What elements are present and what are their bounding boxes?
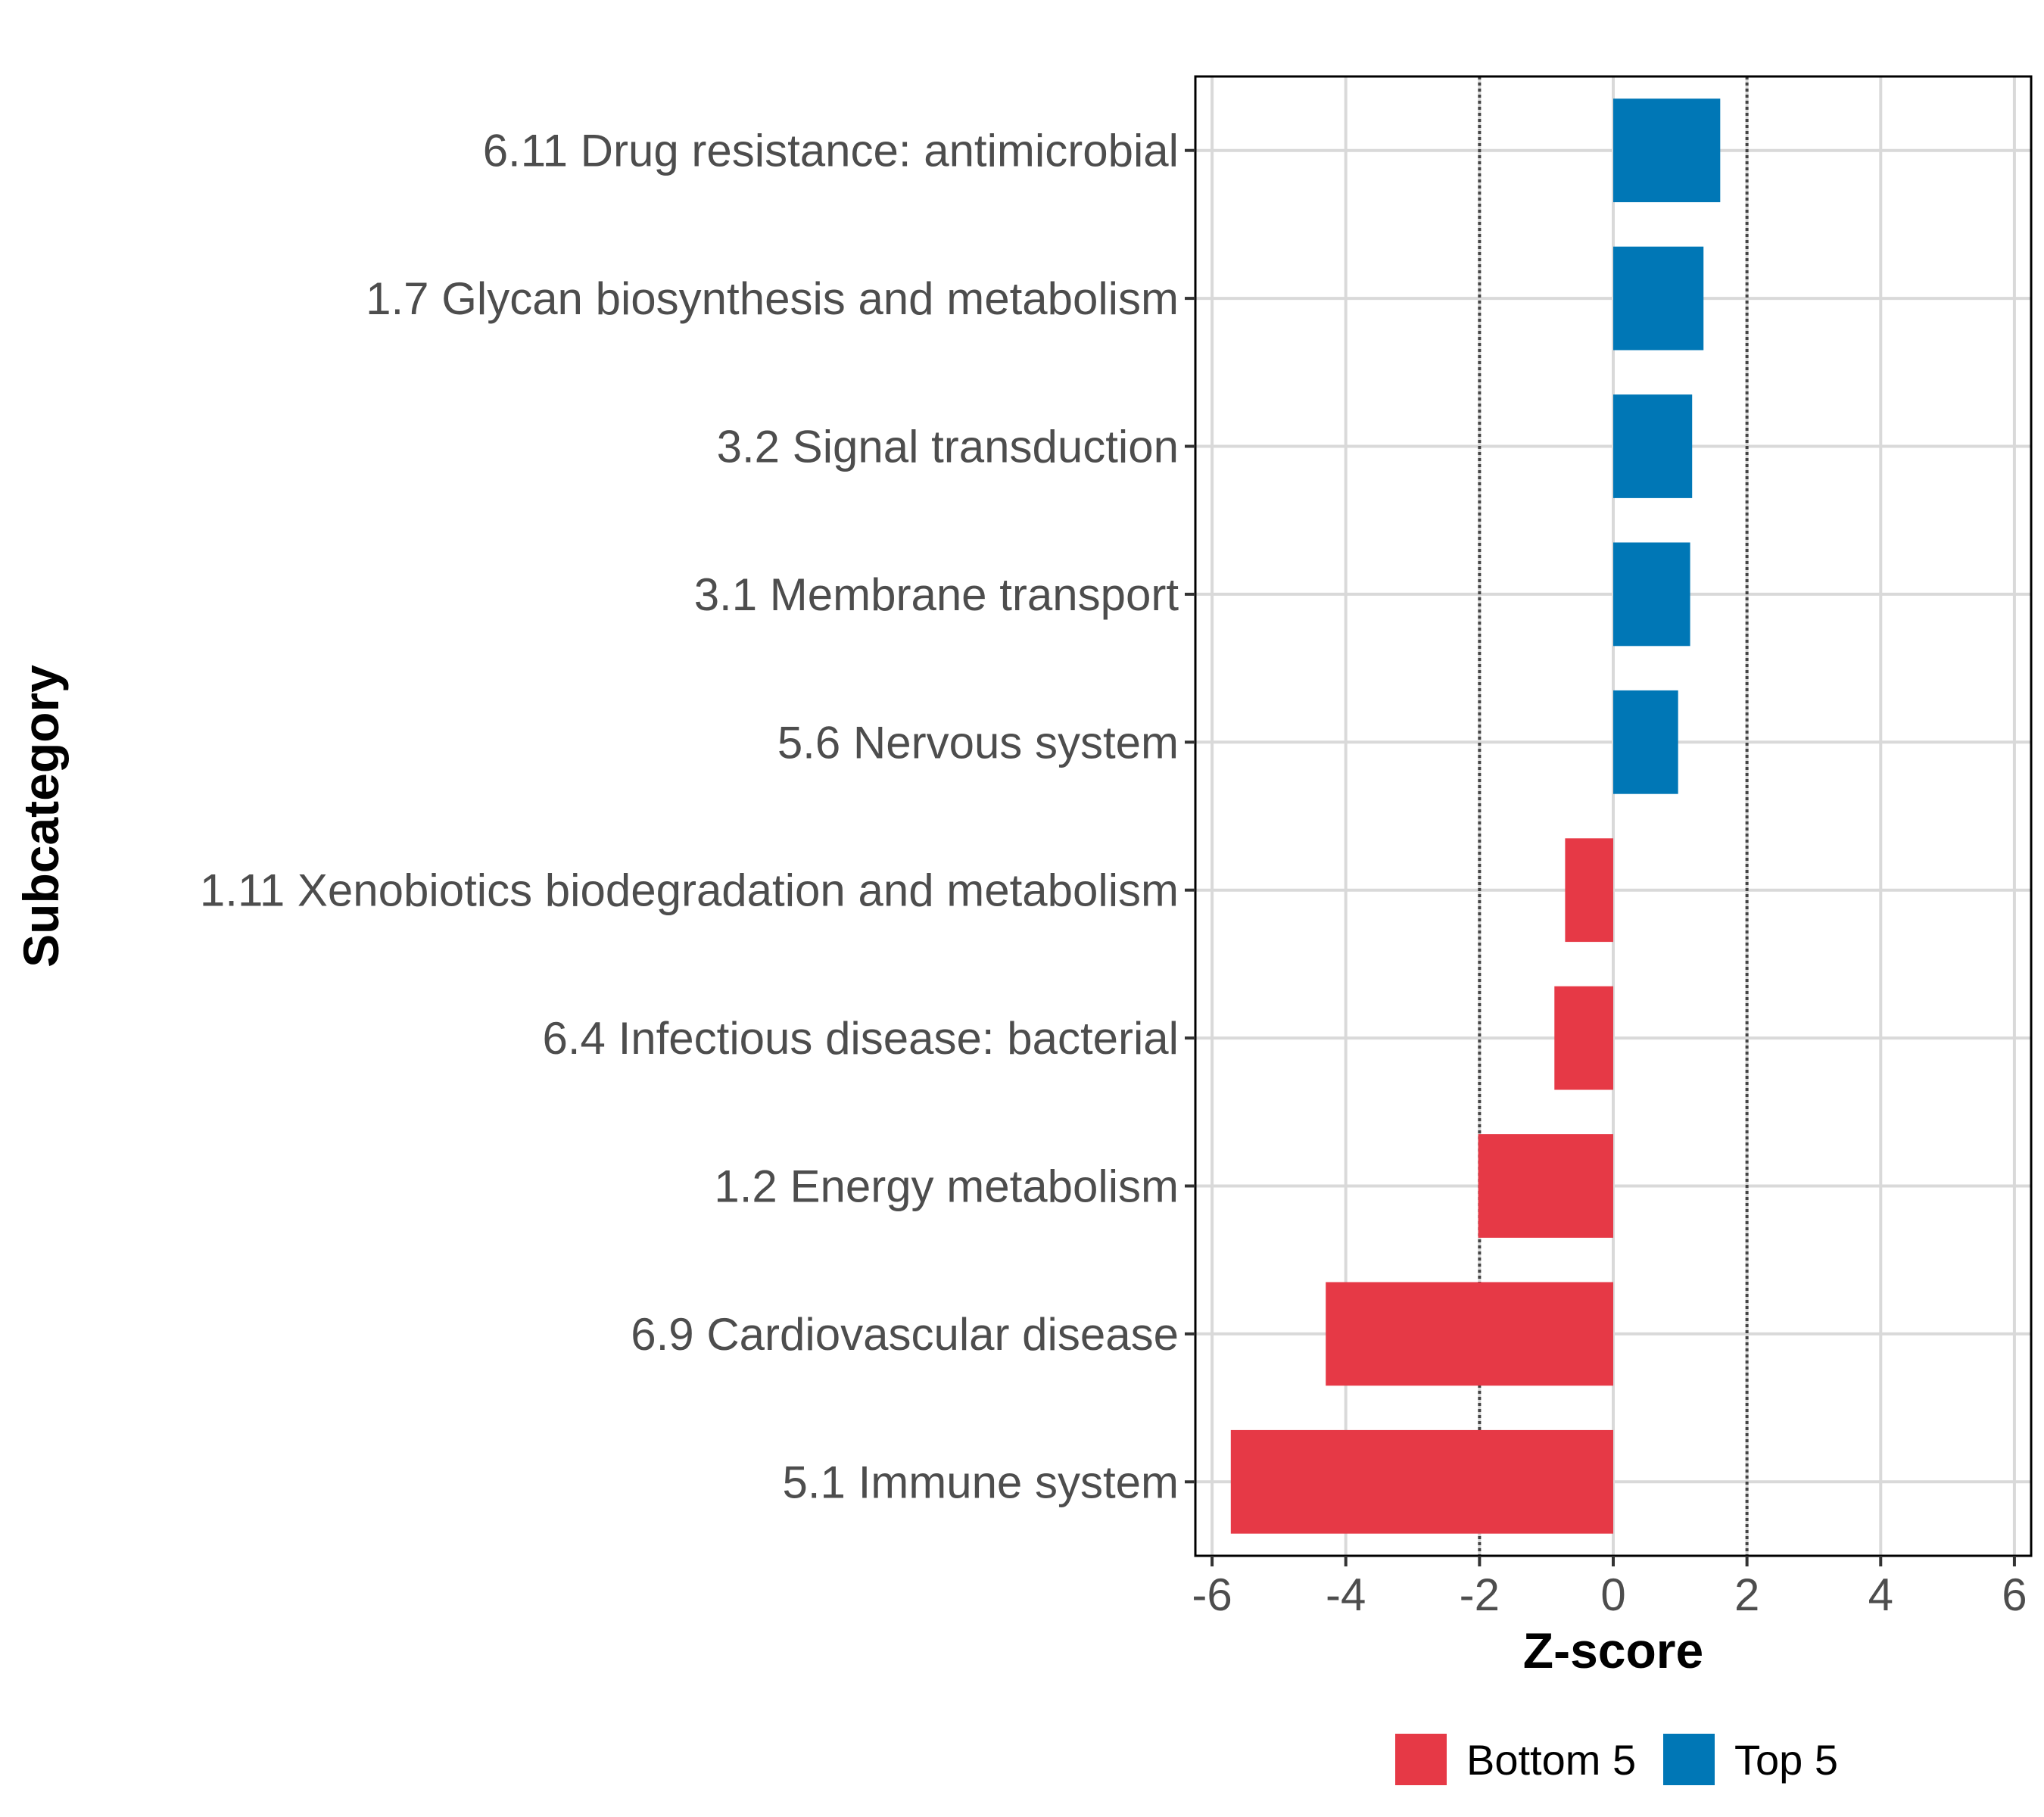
x-tick-label-5: 4 (1868, 1569, 1893, 1620)
legend-label-1: Bottom 5 (1466, 1736, 1636, 1784)
x-tick-label-2: -2 (1460, 1569, 1500, 1620)
x-axis-ticks: -6 -4 -2 0 2 4 6 (1192, 1556, 2027, 1620)
x-tick-label-4: 2 (1734, 1569, 1759, 1620)
x-tick-label-6: 6 (2002, 1569, 2027, 1620)
bar-2 (1613, 246, 1704, 351)
legend-label-2: Top 5 (1734, 1736, 1838, 1784)
y-tick-label-6: 6.4 Infectious disease: bacterial (543, 1013, 1179, 1064)
y-tick-label-8: 6.9 Cardiovascular disease (631, 1309, 1179, 1360)
legend: Bottom 5 Top 5 (1395, 1734, 1838, 1785)
bar-5 (1613, 690, 1678, 794)
y-axis-title: Subcategory (13, 665, 69, 968)
bars (1230, 98, 1721, 1534)
legend-swatch-2 (1663, 1734, 1715, 1785)
x-axis-title: Z-score (1523, 1622, 1703, 1678)
y-tick-label-5: 1.11 Xenobiotics biodegradation and meta… (200, 865, 1179, 916)
bar-10 (1230, 1429, 1613, 1534)
x-tick-label-1: -4 (1326, 1569, 1366, 1620)
bar-9 (1326, 1282, 1613, 1386)
y-tick-label-3: 3.1 Membrane transport (694, 569, 1179, 620)
y-axis-ticks: 6.11 Drug resistance: antimicrobial 1.7 G… (200, 126, 1195, 1507)
y-tick-label-0: 6.11 Drug resistance: antimicrobial (483, 126, 1179, 176)
x-tick-label-0: -6 (1192, 1569, 1232, 1620)
y-tick-label-1: 1.7 Glycan biosynthesis and metabolism (366, 273, 1179, 324)
y-tick-label-2: 3.2 Signal transduction (717, 422, 1179, 472)
bar-8 (1478, 1134, 1613, 1238)
x-tick-label-3: 0 (1600, 1569, 1625, 1620)
y-tick-label-7: 1.2 Energy metabolism (714, 1161, 1179, 1212)
y-tick-label-4: 5.6 Nervous system (777, 717, 1179, 768)
bar-6 (1565, 838, 1613, 943)
reference-lines (1478, 76, 1749, 1556)
bar-7 (1554, 986, 1613, 1090)
bar-4 (1613, 542, 1690, 647)
bar-1 (1613, 98, 1721, 203)
legend-swatch-1 (1395, 1734, 1447, 1785)
y-tick-label-9: 5.1 Immune system (782, 1457, 1179, 1507)
bar-3 (1613, 394, 1693, 498)
